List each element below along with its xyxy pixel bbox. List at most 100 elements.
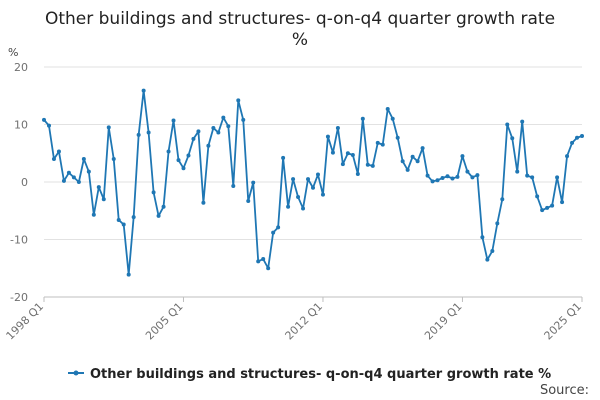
data-point[interactable] xyxy=(495,221,500,226)
data-point[interactable] xyxy=(490,249,495,253)
data-point[interactable] xyxy=(251,180,256,185)
data-point[interactable] xyxy=(201,200,206,205)
data-point[interactable] xyxy=(430,179,435,184)
data-point[interactable] xyxy=(315,172,320,177)
data-point[interactable] xyxy=(385,106,390,111)
data-point[interactable] xyxy=(450,176,455,181)
data-point[interactable] xyxy=(560,200,565,205)
data-point[interactable] xyxy=(66,170,71,175)
data-point[interactable] xyxy=(266,266,271,271)
data-point[interactable] xyxy=(335,125,340,130)
data-point[interactable] xyxy=(455,174,460,179)
data-point[interactable] xyxy=(580,134,584,138)
data-point[interactable] xyxy=(540,208,545,213)
data-point[interactable] xyxy=(281,155,286,160)
data-point[interactable] xyxy=(400,159,405,164)
data-point[interactable] xyxy=(171,118,176,123)
data-point[interactable] xyxy=(565,154,570,159)
data-point[interactable] xyxy=(116,217,121,222)
data-point[interactable] xyxy=(156,213,161,218)
data-point[interactable] xyxy=(415,159,420,164)
data-point[interactable] xyxy=(500,197,505,202)
data-point[interactable] xyxy=(510,136,515,141)
data-point[interactable] xyxy=(51,157,56,161)
data-point[interactable] xyxy=(515,169,520,174)
data-point[interactable] xyxy=(176,158,181,163)
data-point[interactable] xyxy=(306,177,311,182)
data-point[interactable] xyxy=(410,154,415,159)
data-point[interactable] xyxy=(330,150,335,155)
data-point[interactable] xyxy=(42,117,46,122)
data-point[interactable] xyxy=(186,153,191,158)
data-point[interactable] xyxy=(395,135,400,140)
data-point[interactable] xyxy=(420,146,425,151)
data-point[interactable] xyxy=(296,194,301,199)
data-point[interactable] xyxy=(261,257,266,262)
data-point[interactable] xyxy=(325,134,330,139)
data-point[interactable] xyxy=(61,178,66,183)
legend[interactable]: Other buildings and structures- q-on-q4 … xyxy=(68,367,551,382)
data-point[interactable] xyxy=(550,203,555,208)
data-point[interactable] xyxy=(101,197,106,202)
data-point[interactable] xyxy=(445,174,450,179)
data-point[interactable] xyxy=(390,116,395,121)
data-point[interactable] xyxy=(555,175,560,180)
data-point[interactable] xyxy=(131,215,136,220)
data-point[interactable] xyxy=(166,149,171,154)
data-point[interactable] xyxy=(221,115,226,120)
data-point[interactable] xyxy=(291,177,296,182)
data-point[interactable] xyxy=(485,257,490,262)
data-point[interactable] xyxy=(475,173,480,178)
data-point[interactable] xyxy=(360,116,365,121)
data-point[interactable] xyxy=(231,184,236,189)
data-point[interactable] xyxy=(76,180,81,184)
data-point[interactable] xyxy=(370,163,375,168)
data-point[interactable] xyxy=(81,157,86,161)
data-point[interactable] xyxy=(535,194,540,199)
data-point[interactable] xyxy=(530,175,535,180)
data-point[interactable] xyxy=(86,169,91,174)
data-point[interactable] xyxy=(545,205,550,210)
data-point[interactable] xyxy=(320,192,325,197)
data-point[interactable] xyxy=(226,124,231,129)
data-point[interactable] xyxy=(206,143,211,148)
data-point[interactable] xyxy=(121,222,126,227)
data-point[interactable] xyxy=(256,259,261,264)
data-point[interactable] xyxy=(56,149,61,154)
data-point[interactable] xyxy=(111,157,116,161)
data-point[interactable] xyxy=(440,175,445,180)
data-point[interactable] xyxy=(71,175,76,180)
data-point[interactable] xyxy=(570,140,575,145)
data-point[interactable] xyxy=(211,125,216,130)
data-point[interactable] xyxy=(505,122,510,127)
data-point[interactable] xyxy=(96,185,101,190)
data-point[interactable] xyxy=(465,169,470,174)
data-point[interactable] xyxy=(301,206,306,211)
data-point[interactable] xyxy=(380,142,385,147)
data-point[interactable] xyxy=(146,130,151,135)
data-point[interactable] xyxy=(470,175,475,180)
data-point[interactable] xyxy=(425,173,430,178)
data-point[interactable] xyxy=(525,173,530,178)
data-point[interactable] xyxy=(276,225,281,230)
data-point[interactable] xyxy=(365,162,370,167)
data-point[interactable] xyxy=(405,167,410,172)
data-point[interactable] xyxy=(575,135,580,140)
data-point[interactable] xyxy=(520,119,525,124)
data-point[interactable] xyxy=(151,190,156,195)
data-point[interactable] xyxy=(350,152,355,157)
data-point[interactable] xyxy=(136,132,141,137)
data-point[interactable] xyxy=(236,98,241,103)
data-point[interactable] xyxy=(340,162,345,167)
data-point[interactable] xyxy=(196,129,201,134)
data-point[interactable] xyxy=(181,166,186,171)
data-point[interactable] xyxy=(126,272,131,277)
data-point[interactable] xyxy=(106,125,111,130)
data-point[interactable] xyxy=(191,136,196,141)
data-point[interactable] xyxy=(141,88,146,93)
data-point[interactable] xyxy=(460,154,465,159)
data-point[interactable] xyxy=(355,171,360,176)
data-point[interactable] xyxy=(480,235,485,240)
data-point[interactable] xyxy=(91,212,96,217)
data-point[interactable] xyxy=(311,185,315,190)
